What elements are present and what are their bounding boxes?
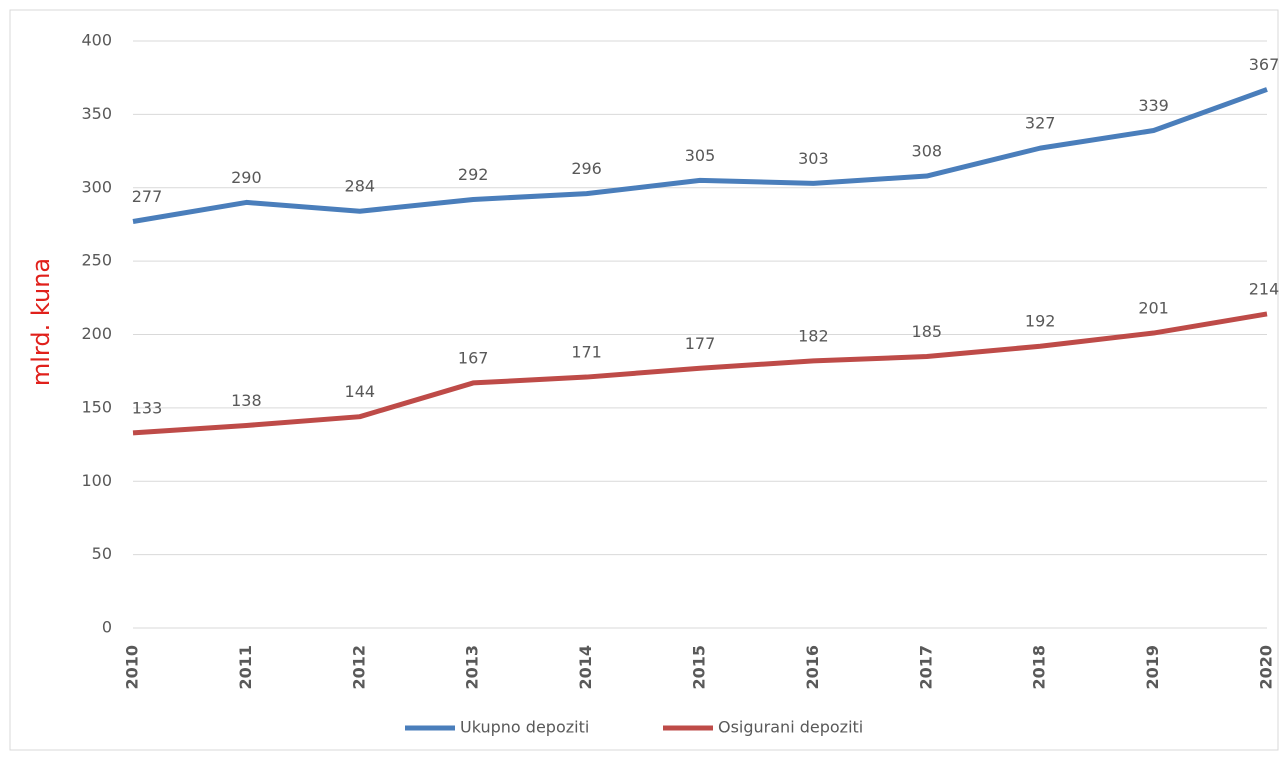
- data-label: 185: [912, 322, 943, 341]
- legend-label: Ukupno depoziti: [460, 718, 589, 737]
- data-label: 277: [132, 187, 163, 206]
- data-label: 303: [798, 149, 829, 168]
- x-tick-label: 2020: [1257, 645, 1276, 690]
- x-tick-label: 2016: [803, 645, 822, 690]
- data-label: 327: [1025, 114, 1056, 133]
- data-label: 290: [231, 168, 262, 187]
- legend-label: Osigurani depoziti: [718, 718, 863, 737]
- x-tick-label: 2013: [463, 645, 482, 690]
- chart-frame: [9, 9, 1279, 751]
- data-label: 167: [458, 348, 489, 367]
- data-label: 138: [231, 391, 262, 410]
- data-label: 296: [571, 159, 602, 178]
- y-tick-label: 300: [81, 177, 112, 196]
- x-tick-label: 2018: [1030, 645, 1049, 690]
- x-tick-label: 2015: [690, 645, 709, 690]
- y-axis-label: mlrd. kuna: [27, 258, 55, 386]
- y-tick-label: 100: [81, 471, 112, 490]
- y-tick-label: 250: [81, 251, 112, 270]
- data-label: 367: [1249, 55, 1280, 74]
- y-tick-label: 200: [81, 324, 112, 343]
- y-tick-label: 150: [81, 397, 112, 416]
- x-tick-label: 2019: [1143, 645, 1162, 690]
- y-tick-label: 350: [81, 104, 112, 123]
- y-tick-label: 50: [92, 544, 112, 563]
- data-label: 177: [685, 334, 716, 353]
- data-label: 214: [1249, 279, 1280, 298]
- data-label: 305: [685, 146, 716, 165]
- line-series: [132, 311, 1268, 436]
- data-label: 182: [798, 326, 829, 345]
- y-tick-label: 0: [102, 618, 112, 637]
- data-label: 133: [132, 398, 163, 417]
- x-tick-label: 2014: [576, 645, 595, 690]
- x-tick-label: 2010: [123, 645, 142, 690]
- data-label: 292: [458, 165, 489, 184]
- y-tick-label: 400: [81, 31, 112, 50]
- data-label: 171: [571, 343, 602, 362]
- data-label: 201: [1138, 299, 1169, 318]
- data-label: 284: [345, 177, 376, 196]
- x-tick-label: 2017: [916, 645, 935, 690]
- data-label: 339: [1138, 96, 1169, 115]
- data-label: 144: [345, 382, 376, 401]
- x-tick-label: 2011: [236, 645, 255, 690]
- data-label: 308: [912, 142, 943, 161]
- x-tick-label: 2012: [349, 645, 368, 690]
- line-series: [132, 87, 1268, 224]
- data-label: 192: [1025, 312, 1056, 331]
